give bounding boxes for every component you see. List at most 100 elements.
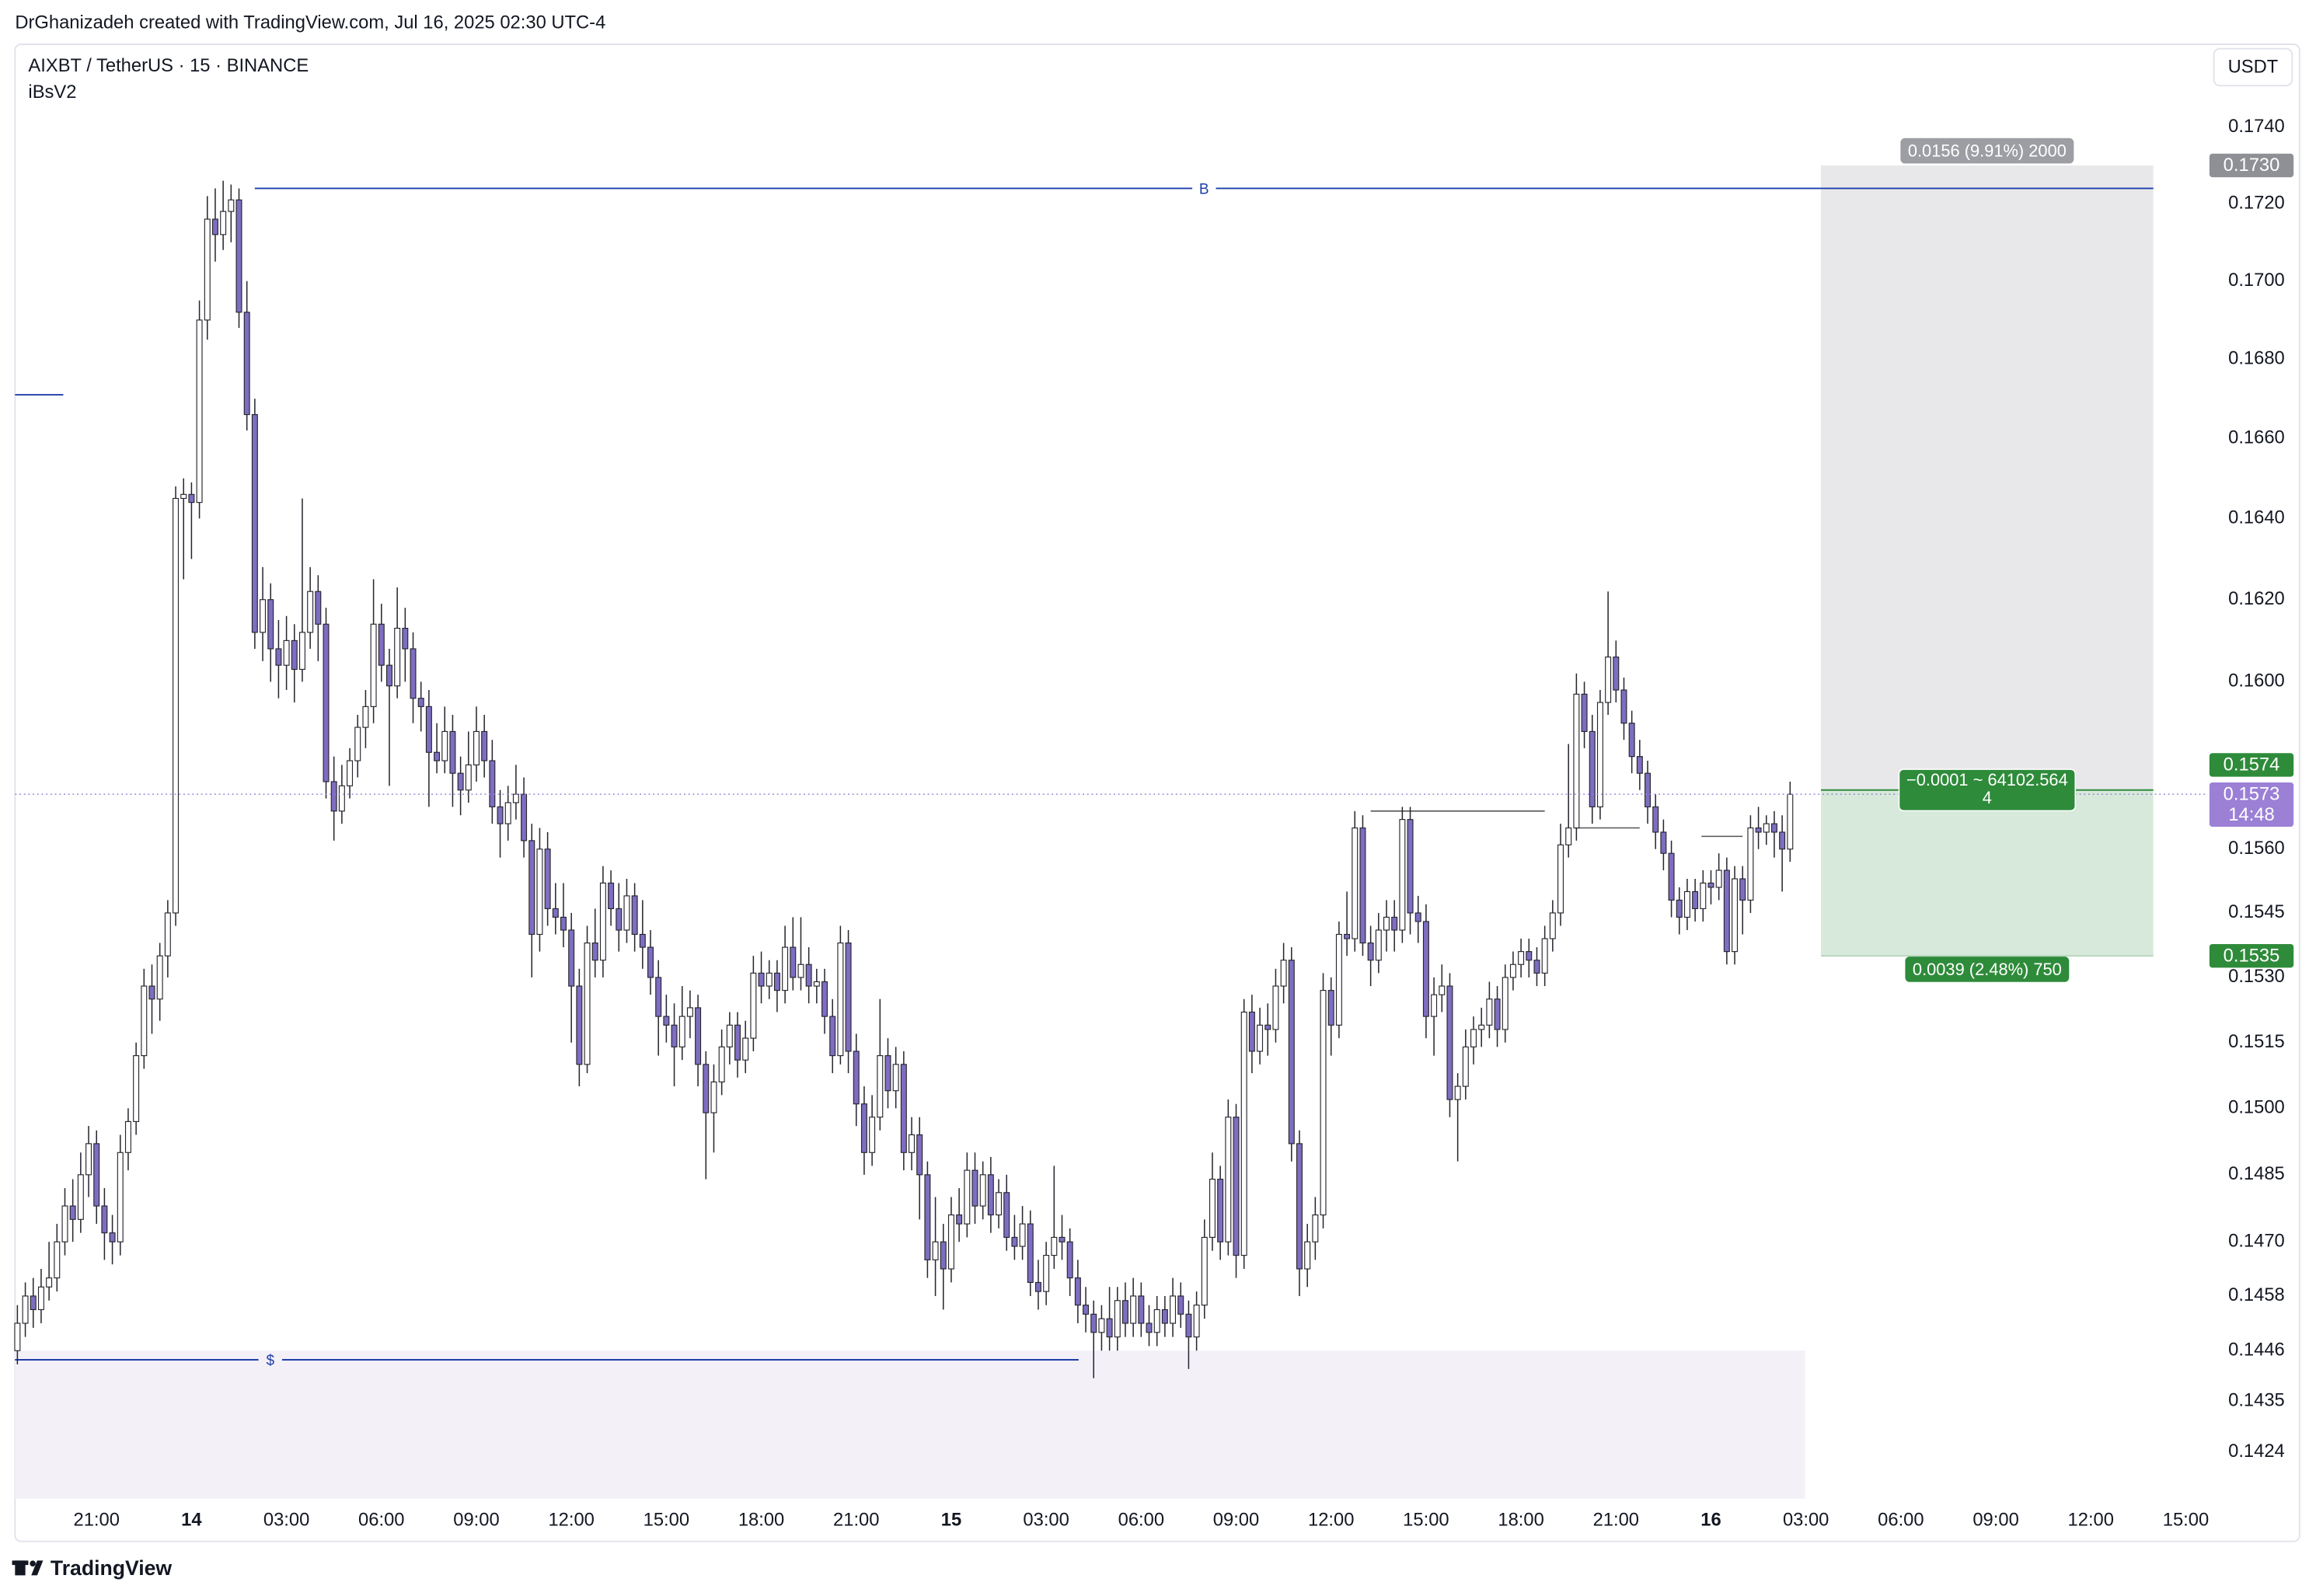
stop-price-tag: 0.1535	[2224, 945, 2280, 966]
candle-body	[370, 623, 377, 707]
y-tick-label: 0.1640	[2228, 507, 2285, 528]
indicator: iBsV2	[28, 82, 76, 103]
currency-button[interactable]	[2213, 47, 2293, 87]
chart-frame	[14, 44, 2300, 1542]
candle-body	[156, 955, 163, 1000]
candle-body	[947, 1214, 954, 1270]
candle-body	[924, 1174, 931, 1260]
stop-label: 0.0039 (2.48%) 750	[1913, 960, 2062, 979]
x-tick-label: 06:00	[358, 1509, 404, 1530]
x-tick-label: 03:00	[263, 1509, 309, 1530]
x-tick-label: 03:00	[1023, 1509, 1069, 1530]
stop-price-tag-box	[2209, 943, 2294, 968]
candle-body	[180, 493, 187, 500]
y-tick-label: 0.1740	[2228, 116, 2285, 137]
x-tick-label: 09:00	[1213, 1509, 1259, 1530]
candle-body	[1676, 899, 1683, 918]
candle-body	[710, 1081, 717, 1113]
candle-body	[124, 1120, 131, 1153]
candle-body	[860, 1103, 867, 1153]
candle-body	[1596, 702, 1603, 807]
candle-body	[1083, 1305, 1090, 1315]
candle-body	[1138, 1295, 1145, 1324]
candle-body	[1589, 730, 1596, 807]
candle-body	[243, 312, 250, 416]
candle-body	[1225, 1117, 1232, 1242]
candle-body	[141, 985, 148, 1057]
candle-body	[347, 760, 354, 786]
candle-body	[591, 942, 598, 961]
candle-body	[1257, 1024, 1264, 1052]
candle-body	[1201, 1236, 1208, 1306]
candle-body	[1668, 852, 1675, 901]
candle-body	[678, 1016, 685, 1047]
candle-body	[93, 1143, 100, 1207]
candle-body	[77, 1174, 84, 1220]
candle-body	[1074, 1277, 1081, 1306]
candle-body	[1153, 1309, 1160, 1333]
candle-body	[845, 942, 852, 1052]
candle-body	[750, 972, 757, 1039]
level-label: $	[266, 1353, 274, 1369]
candle-body	[560, 916, 567, 931]
candle-body	[1019, 1223, 1026, 1247]
candle-body	[1518, 951, 1525, 965]
candle-body	[623, 895, 630, 931]
candle-body	[196, 319, 203, 504]
x-tick-label: 15:00	[2163, 1509, 2209, 1530]
candle-body	[853, 1051, 860, 1105]
candle-body	[1581, 693, 1588, 732]
candle-body	[1715, 869, 1722, 888]
candle-body	[1747, 827, 1754, 901]
candle-body	[758, 972, 765, 987]
x-tick-label: 15:00	[1403, 1509, 1449, 1530]
liquidity-zone	[15, 1350, 1805, 1499]
candle-body	[69, 1205, 76, 1220]
symbol: AIXBT / TetherUS · 15 · BINANCE	[28, 55, 309, 76]
candle-body	[1723, 869, 1730, 953]
candle-body	[829, 1016, 836, 1057]
candle-body	[46, 1277, 53, 1288]
entry-price-tag: 0.1574	[2224, 754, 2280, 775]
candle-body	[1359, 827, 1366, 944]
candle-body	[655, 977, 662, 1017]
candle-body	[378, 623, 385, 666]
candle-body	[417, 698, 424, 707]
candle-body	[188, 493, 195, 504]
candle-body	[726, 1024, 733, 1047]
candle-body	[394, 627, 401, 687]
candle-body	[869, 1117, 876, 1153]
candle-body	[1533, 960, 1540, 974]
y-tick-label: 0.1700	[2228, 270, 2285, 291]
candle-body	[695, 1007, 702, 1065]
candle-body	[1312, 1214, 1319, 1242]
candle-body	[1636, 756, 1643, 774]
candle-body	[1043, 1255, 1050, 1292]
target-price-tag-box	[2209, 153, 2294, 178]
candle-body	[1177, 1295, 1184, 1315]
candle-body	[1280, 960, 1287, 987]
candle-body	[148, 985, 155, 1000]
candle-body	[37, 1286, 44, 1311]
attribution: DrGhanizadeh created with TradingView.co…	[15, 12, 605, 33]
candle-body	[1446, 985, 1453, 1100]
candle-body	[1383, 916, 1390, 931]
candle-body	[323, 623, 330, 782]
target-label: 0.0156 (9.91%) 2000	[1908, 141, 2067, 161]
y-tick-label: 0.1458	[2228, 1284, 2285, 1305]
y-tick-label: 0.1720	[2228, 192, 2285, 213]
candle-body	[267, 599, 274, 650]
candle-body	[465, 764, 472, 791]
candle-body	[1352, 827, 1359, 939]
candle-body	[1707, 882, 1714, 888]
candle-body	[101, 1205, 108, 1234]
candle-body	[1193, 1305, 1200, 1338]
candle-body	[1549, 912, 1556, 939]
candle-body	[54, 1241, 61, 1279]
candle-body	[631, 895, 638, 936]
currency-label[interactable]: USDT	[2228, 57, 2279, 78]
candle-body	[315, 591, 322, 625]
candle-body	[544, 849, 551, 910]
x-tick-label: 18:00	[1498, 1509, 1543, 1530]
candle-body	[932, 1241, 939, 1260]
